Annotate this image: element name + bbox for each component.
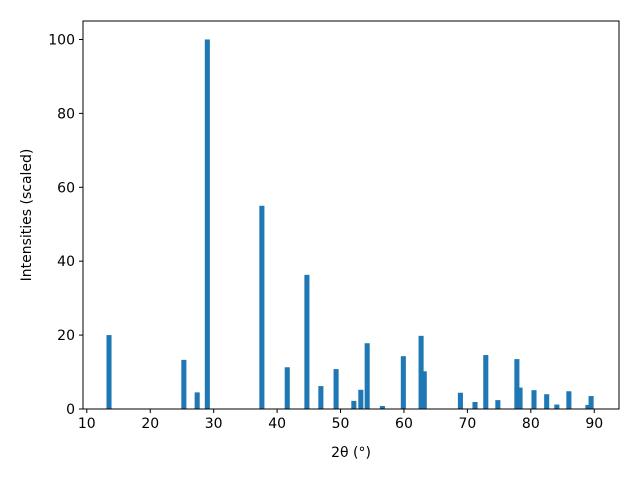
y-tick-label: 100 — [48, 32, 75, 48]
bar — [421, 371, 427, 409]
x-tick-label: 70 — [458, 416, 476, 432]
bar — [259, 205, 265, 409]
bar — [472, 401, 478, 409]
bar — [544, 394, 550, 409]
x-tick-label: 50 — [332, 416, 350, 432]
bar — [181, 359, 187, 409]
bar — [588, 396, 594, 409]
bar — [358, 389, 364, 409]
x-tick-label: 60 — [395, 416, 413, 432]
bar — [194, 392, 200, 409]
bar — [400, 356, 406, 409]
bar — [318, 386, 324, 409]
y-tick-label: 40 — [57, 254, 75, 270]
bar — [364, 343, 370, 409]
bar — [284, 367, 290, 409]
bar — [351, 400, 357, 409]
bar — [106, 335, 112, 409]
bar — [483, 355, 489, 409]
x-tick-label: 90 — [585, 416, 603, 432]
bar — [379, 406, 385, 409]
bar — [566, 391, 572, 409]
bar — [333, 369, 339, 409]
x-axis-label: 2θ (°) — [331, 445, 371, 461]
x-tick-label: 40 — [268, 416, 286, 432]
x-tick-label: 20 — [141, 416, 159, 432]
bar — [418, 335, 424, 409]
y-tick-label: 60 — [57, 180, 75, 196]
bar — [514, 359, 520, 409]
bar — [457, 392, 463, 409]
y-axis-label: Intensities (scaled) — [19, 149, 35, 282]
x-tick-label: 30 — [205, 416, 223, 432]
bar — [585, 404, 591, 409]
x-tick-label: 80 — [522, 416, 540, 432]
y-tick-label: 0 — [66, 402, 75, 418]
bar — [304, 274, 310, 409]
bar — [517, 387, 523, 409]
y-tick-label: 80 — [57, 106, 75, 122]
bar — [531, 390, 537, 409]
bar — [495, 400, 501, 409]
bar — [554, 404, 560, 409]
bar — [204, 39, 210, 409]
y-tick-label: 20 — [57, 328, 75, 344]
plot-frame — [82, 20, 620, 410]
x-tick-label: 10 — [78, 416, 96, 432]
